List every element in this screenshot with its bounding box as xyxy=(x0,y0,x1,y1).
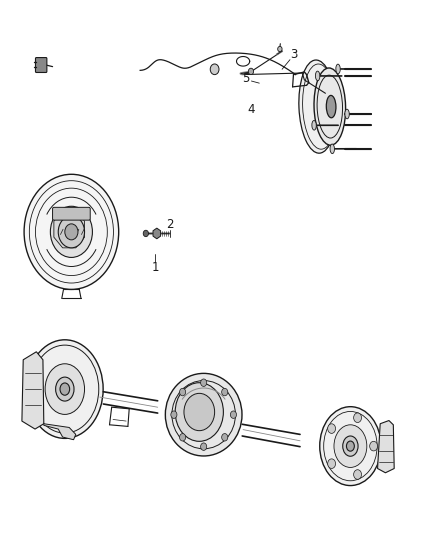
Circle shape xyxy=(278,46,282,52)
Polygon shape xyxy=(54,211,85,248)
Circle shape xyxy=(201,443,207,450)
Circle shape xyxy=(328,459,336,469)
Ellipse shape xyxy=(320,407,381,486)
Polygon shape xyxy=(44,424,76,440)
Ellipse shape xyxy=(56,377,74,401)
FancyBboxPatch shape xyxy=(53,207,90,220)
Text: 2: 2 xyxy=(166,219,173,231)
Ellipse shape xyxy=(345,109,349,119)
Circle shape xyxy=(180,433,186,441)
Circle shape xyxy=(143,230,148,237)
Ellipse shape xyxy=(299,60,336,153)
Ellipse shape xyxy=(314,68,346,145)
Text: 5: 5 xyxy=(243,72,250,85)
Text: 4: 4 xyxy=(247,103,255,116)
Ellipse shape xyxy=(330,144,335,154)
Ellipse shape xyxy=(326,95,336,118)
Circle shape xyxy=(201,379,207,386)
Circle shape xyxy=(184,393,215,431)
Circle shape xyxy=(328,424,336,433)
Circle shape xyxy=(370,441,378,451)
Ellipse shape xyxy=(312,120,316,130)
Ellipse shape xyxy=(315,71,320,80)
Circle shape xyxy=(175,383,223,441)
Circle shape xyxy=(58,216,85,248)
Circle shape xyxy=(180,389,186,396)
Ellipse shape xyxy=(45,364,85,415)
Circle shape xyxy=(171,411,177,418)
Text: 3: 3 xyxy=(291,48,298,61)
Text: 1: 1 xyxy=(152,261,159,274)
Circle shape xyxy=(210,64,219,75)
Circle shape xyxy=(24,174,119,289)
Circle shape xyxy=(65,224,78,240)
Circle shape xyxy=(222,389,228,396)
Ellipse shape xyxy=(343,436,358,456)
Polygon shape xyxy=(378,421,394,473)
Ellipse shape xyxy=(336,64,340,74)
Ellipse shape xyxy=(166,373,242,456)
Circle shape xyxy=(50,206,92,257)
Circle shape xyxy=(353,470,361,479)
Ellipse shape xyxy=(60,383,70,395)
Ellipse shape xyxy=(27,340,103,438)
Polygon shape xyxy=(22,352,44,429)
Ellipse shape xyxy=(346,441,354,451)
Circle shape xyxy=(222,433,228,441)
Circle shape xyxy=(353,413,361,423)
Polygon shape xyxy=(153,228,161,239)
Circle shape xyxy=(248,68,254,75)
Ellipse shape xyxy=(334,425,367,467)
FancyBboxPatch shape xyxy=(35,58,47,72)
Circle shape xyxy=(230,411,237,418)
